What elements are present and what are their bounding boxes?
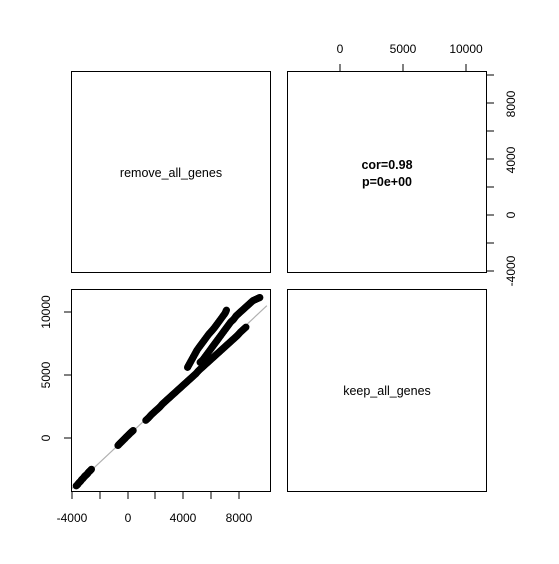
panel-top-right: [287, 71, 487, 273]
scatter-points: [72, 294, 268, 490]
bottom-tick-label: 4000: [170, 511, 197, 525]
data-point: [242, 323, 250, 331]
p-value-text: p=0e+00: [362, 175, 412, 189]
data-point: [256, 294, 264, 302]
left-tick-label: 10000: [39, 295, 53, 329]
bottom-tick-label: 8000: [226, 511, 253, 525]
top-tick-label: 0: [337, 42, 344, 56]
data-point: [87, 465, 95, 473]
bottom-tick-label: -4000: [57, 511, 88, 525]
data-point: [129, 426, 137, 434]
panel-top-left: [71, 71, 271, 273]
panel-bottom-right: [287, 289, 487, 492]
bottom-tick-label: 0: [125, 511, 132, 525]
diag-label-remove-all-genes: remove_all_genes: [120, 166, 222, 180]
right-tick-label: 0: [504, 211, 518, 218]
right-tick-label: 4000: [504, 146, 518, 173]
left-tick-label: 0: [39, 434, 53, 441]
data-point: [222, 306, 230, 314]
right-tick-label: -4000: [504, 255, 518, 286]
right-tick-label: 8000: [504, 90, 518, 117]
top-tick-label: 10000: [449, 42, 483, 56]
diag-label-keep-all-genes: keep_all_genes: [343, 384, 431, 398]
top-tick-label: 5000: [390, 42, 417, 56]
cor-text: cor=0.98: [361, 158, 412, 172]
right-axis-ticks: [486, 74, 494, 272]
left-tick-label: 5000: [39, 361, 53, 388]
